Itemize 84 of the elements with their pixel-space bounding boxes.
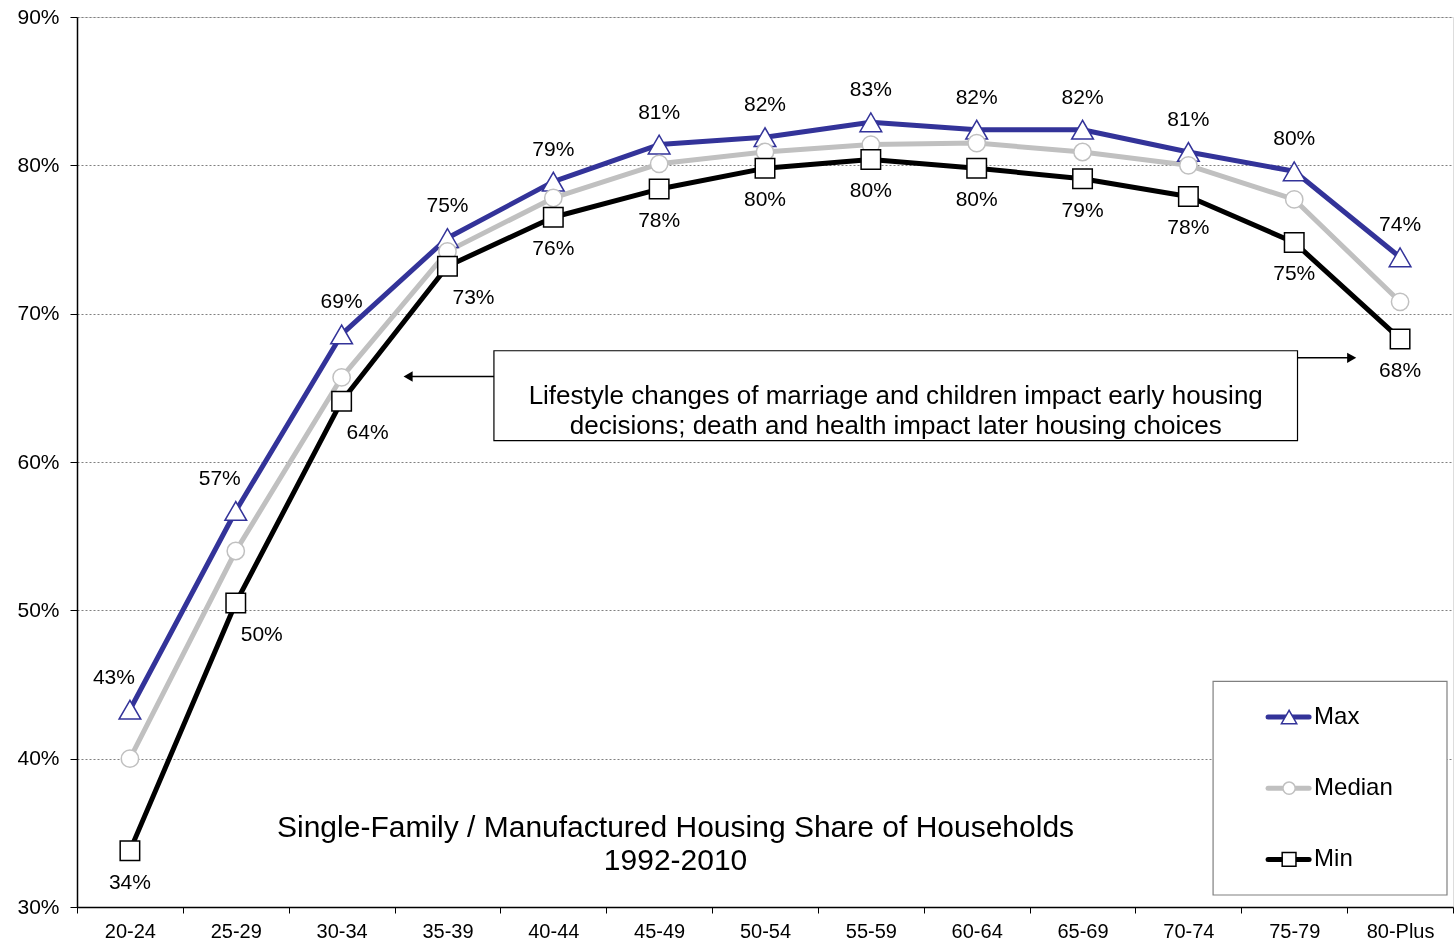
data-label: 82% xyxy=(1061,84,1104,108)
x-tick-label: 80-Plus xyxy=(1366,919,1435,942)
point xyxy=(1073,142,1092,162)
point xyxy=(859,112,883,133)
x-tick-label: 35-39 xyxy=(422,919,474,942)
x-tick-label: 25-29 xyxy=(210,919,262,942)
x-tick-label: 20-24 xyxy=(104,919,156,942)
legend-label: Min xyxy=(1314,844,1353,872)
data-label: 79% xyxy=(532,136,575,160)
text: 1992-2010 xyxy=(603,842,748,876)
data-label: 76% xyxy=(532,236,575,260)
x-tick-label: 70-74 xyxy=(1163,919,1215,942)
data-label: 34% xyxy=(108,869,151,893)
x-tick-label: 60-64 xyxy=(951,919,1003,942)
y-tick-label: 50% xyxy=(17,597,60,621)
point xyxy=(1282,161,1306,182)
point xyxy=(1177,185,1199,207)
point xyxy=(119,840,141,862)
data-label: 81% xyxy=(1167,106,1210,130)
legend-label: Max xyxy=(1314,702,1360,729)
point xyxy=(331,390,353,412)
data-label: 78% xyxy=(1167,215,1210,239)
data-label: 81% xyxy=(638,99,681,123)
y-tick-label: 90% xyxy=(17,4,60,28)
data-label: 83% xyxy=(849,77,892,101)
data-label: 50% xyxy=(240,621,283,645)
data-label: 78% xyxy=(638,208,681,232)
x-tick-label: 50-54 xyxy=(739,919,792,942)
point xyxy=(1283,231,1305,253)
data-label: 75% xyxy=(426,193,469,217)
point xyxy=(118,699,142,720)
legend-label: Median xyxy=(1314,773,1393,801)
point xyxy=(330,324,354,345)
data-label: 57% xyxy=(198,465,241,489)
y-tick-label: 80% xyxy=(17,152,60,176)
y-tick-label: 30% xyxy=(17,894,60,918)
data-label: 68% xyxy=(1379,357,1422,381)
point xyxy=(967,133,987,153)
point xyxy=(1178,155,1198,175)
point xyxy=(542,206,564,228)
point xyxy=(543,188,563,208)
data-label: 79% xyxy=(1061,197,1104,221)
annotation: Lifestyle changes of marriage and children impact early housing decisions; death and health impact later housing choices xyxy=(528,379,1263,440)
y-tick-label: 60% xyxy=(17,449,60,473)
data-label: 69% xyxy=(320,289,363,313)
y-tick-label: 70% xyxy=(17,301,60,325)
data-label: 82% xyxy=(743,92,787,116)
point xyxy=(1388,247,1412,268)
x-tick-label: 55-59 xyxy=(845,919,897,942)
point xyxy=(541,171,565,192)
point xyxy=(224,500,248,522)
data-label: 80% xyxy=(743,187,787,211)
data-label: 80% xyxy=(1273,126,1316,150)
point xyxy=(966,157,988,179)
data-label: 43% xyxy=(92,664,135,688)
data-label: 75% xyxy=(1273,261,1316,285)
point xyxy=(754,157,776,179)
point xyxy=(649,154,669,174)
point xyxy=(332,368,352,387)
x-tick-label: 30-34 xyxy=(316,919,368,942)
point xyxy=(1390,292,1410,312)
point xyxy=(648,178,670,200)
text: Single-Family / Manufactured Housing Share of Households xyxy=(277,809,1075,843)
point xyxy=(436,255,458,277)
point xyxy=(1284,190,1304,209)
data-label: 74% xyxy=(1379,212,1422,236)
y-tick-label: 40% xyxy=(17,746,60,770)
point xyxy=(226,541,246,561)
x-tick-label: 75-79 xyxy=(1269,919,1321,942)
x-tick-label: 65-69 xyxy=(1057,919,1109,942)
point xyxy=(860,148,882,170)
x-tick-label: 40-44 xyxy=(528,919,580,942)
point xyxy=(1389,328,1411,350)
data-label: 73% xyxy=(452,285,495,309)
x-tick-label: 45-49 xyxy=(634,919,686,942)
data-label: 82% xyxy=(955,84,998,108)
point xyxy=(1070,119,1095,140)
point xyxy=(225,592,247,614)
point xyxy=(647,134,671,155)
data-label: 80% xyxy=(849,178,892,202)
point xyxy=(1072,168,1094,190)
data-label: 80% xyxy=(955,187,998,211)
point xyxy=(120,749,140,769)
data-label: 64% xyxy=(346,420,389,444)
